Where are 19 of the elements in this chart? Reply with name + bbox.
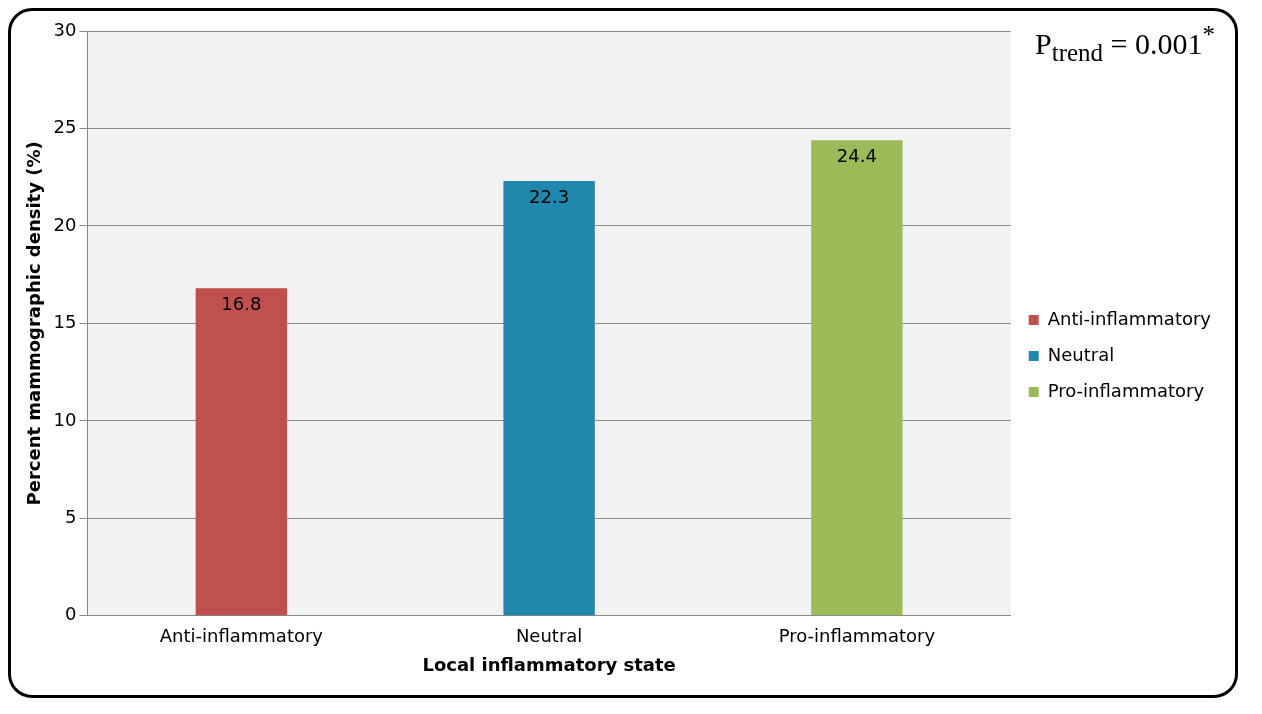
y-tick-label: 25 bbox=[53, 116, 77, 138]
x-axis-title: Local inflammatory state bbox=[422, 653, 676, 675]
y-tick-label: 10 bbox=[53, 408, 77, 430]
y-axis-title: Percent mammographic density (%) bbox=[23, 141, 45, 506]
legend-label: Neutral bbox=[1047, 343, 1115, 365]
data-label: 16.8 bbox=[221, 292, 262, 314]
y-tick-label: 15 bbox=[53, 311, 77, 333]
text: P$_{trend}$ = 0.001$^{*}$ bbox=[1035, 21, 1215, 67]
y-tick-label: 20 bbox=[53, 213, 77, 235]
x-tick-label: Anti-inflammatory bbox=[159, 625, 324, 647]
x-tick-label: Neutral bbox=[515, 625, 583, 647]
legend-label: Pro-inflammatory bbox=[1047, 379, 1205, 401]
data-label: 24.4 bbox=[836, 144, 877, 166]
data-label: 22.3 bbox=[529, 185, 570, 207]
y-tick-label: 30 bbox=[53, 18, 77, 40]
y-tick-label: 5 bbox=[65, 506, 77, 528]
legend-label: Anti-inflammatory bbox=[1047, 307, 1212, 329]
x-tick-label: Pro-inflammatory bbox=[778, 625, 936, 647]
y-tick-label: 0 bbox=[65, 603, 77, 625]
